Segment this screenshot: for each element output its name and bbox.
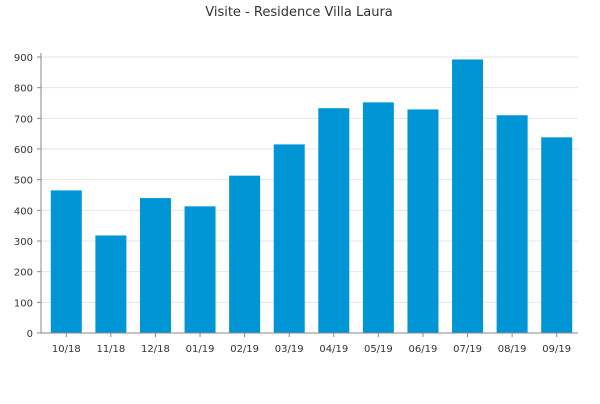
bar — [407, 109, 439, 333]
bar — [452, 59, 484, 333]
bar — [139, 198, 171, 333]
bar — [541, 137, 573, 333]
x-tick-label: 07/19 — [453, 344, 482, 355]
bar — [184, 206, 216, 333]
y-tick-label: 0 — [27, 329, 33, 340]
axes — [37, 53, 578, 337]
x-tick-label: 01/19 — [186, 344, 215, 355]
y-tick-label: 800 — [14, 84, 33, 95]
bar — [95, 235, 127, 333]
bar — [496, 115, 528, 334]
bar — [273, 144, 305, 333]
x-tick-label: 03/19 — [275, 344, 304, 355]
x-tick-label: 09/19 — [542, 344, 571, 355]
y-tick-labels: 0 100 200 300 400 500 600 700 800 900 — [14, 53, 33, 340]
y-tick-label: 500 — [14, 176, 33, 187]
y-tick-label: 300 — [14, 237, 33, 248]
x-tick-label: 10/18 — [52, 344, 81, 355]
bar — [229, 175, 261, 333]
bars — [50, 59, 573, 334]
y-tick-label: 100 — [14, 298, 33, 309]
x-tick-label: 02/19 — [230, 344, 259, 355]
x-tick-label: 11/18 — [96, 344, 125, 355]
bar — [362, 102, 394, 334]
y-tick-label: 700 — [14, 114, 33, 125]
y-tick-label: 400 — [14, 206, 33, 217]
x-tick-label: 05/19 — [364, 344, 393, 355]
y-tick-label: 200 — [14, 268, 33, 279]
x-tick-labels: 10/18 11/18 12/18 01/19 02/19 03/19 04/19 05/19… — [52, 344, 571, 355]
x-tick-label: 12/18 — [141, 344, 170, 355]
x-tick-label: 04/19 — [319, 344, 348, 355]
x-tick-label: 06/19 — [409, 344, 438, 355]
bar — [50, 190, 82, 333]
gridlines — [41, 56, 578, 303]
y-tick-label: 900 — [14, 53, 33, 64]
bar — [318, 108, 350, 333]
x-tick-label: 08/19 — [498, 344, 527, 355]
chart-title: Visite - Residence Villa Laura — [205, 5, 393, 20]
y-tick-label: 600 — [14, 145, 33, 156]
